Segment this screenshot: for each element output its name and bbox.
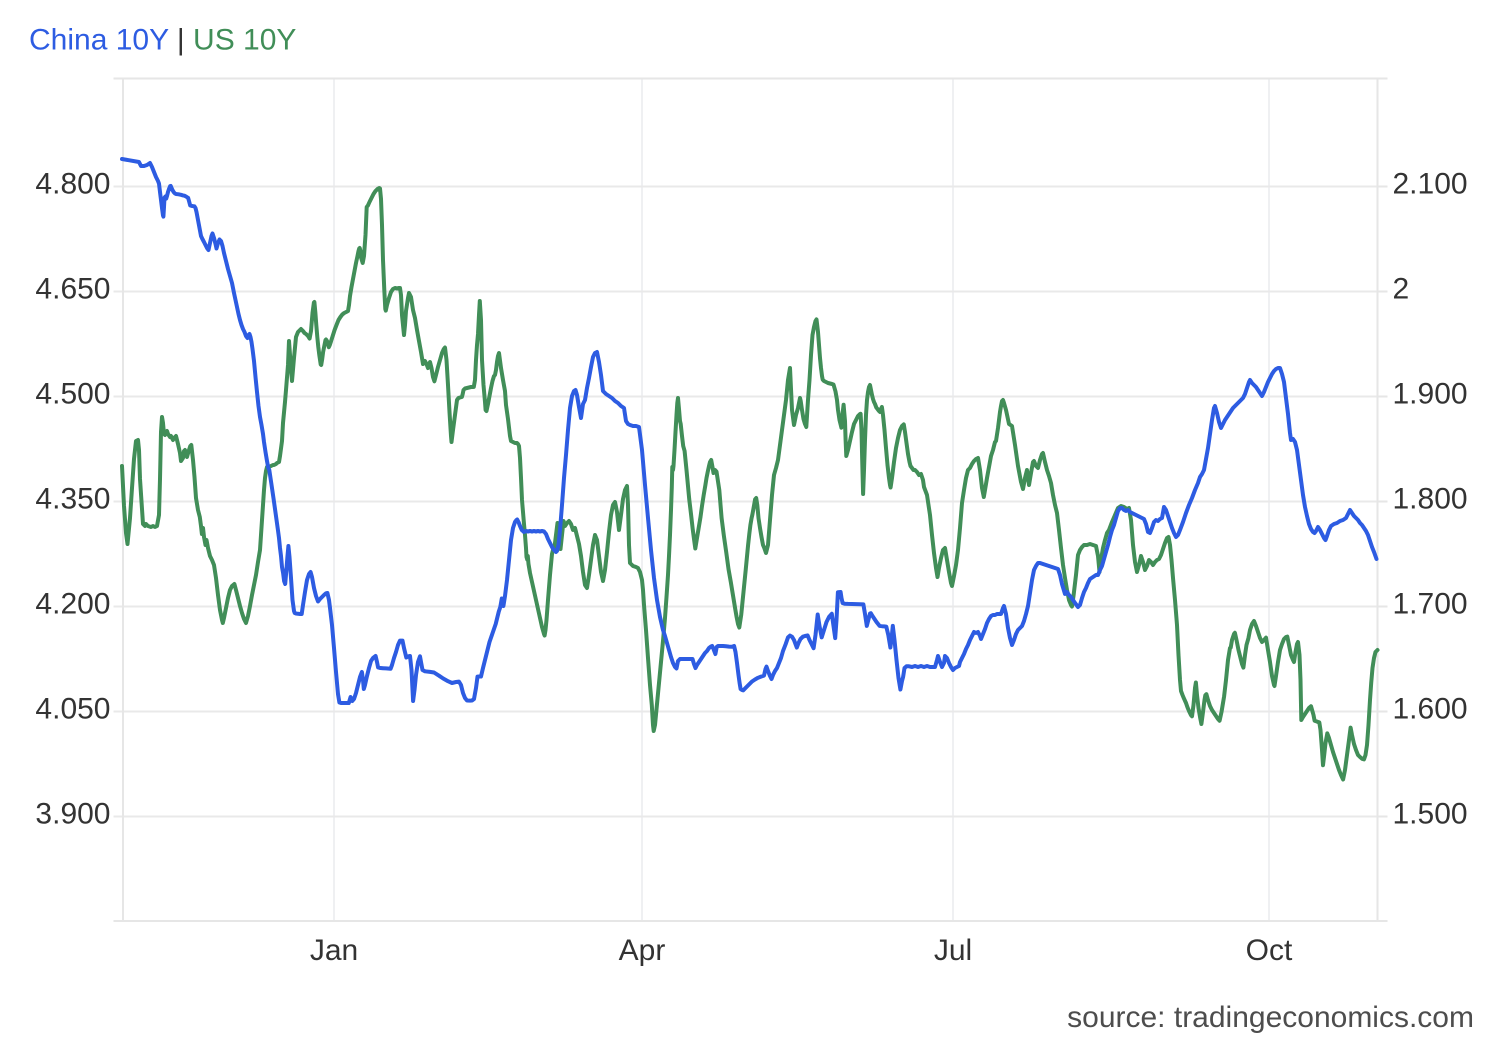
svg-text:Oct: Oct — [1246, 934, 1293, 967]
svg-text:Jan: Jan — [310, 934, 358, 967]
svg-text:Apr: Apr — [619, 934, 666, 967]
svg-text:4.800: 4.800 — [35, 167, 110, 200]
svg-text:4.050: 4.050 — [35, 692, 110, 725]
svg-text:1.700: 1.700 — [1393, 587, 1468, 620]
svg-text:1.500: 1.500 — [1393, 797, 1468, 830]
svg-text:2: 2 — [1393, 272, 1410, 305]
svg-text:1.800: 1.800 — [1393, 482, 1468, 515]
svg-text:3.900: 3.900 — [35, 797, 110, 830]
svg-text:4.650: 4.650 — [35, 272, 110, 305]
svg-text:Jul: Jul — [934, 934, 972, 967]
svg-text:1.900: 1.900 — [1393, 377, 1468, 410]
svg-text:4.200: 4.200 — [35, 587, 110, 620]
svg-text:1.600: 1.600 — [1393, 692, 1468, 725]
svg-text:2.100: 2.100 — [1393, 167, 1468, 200]
svg-text:China 10Y | US 10Y: China 10Y | US 10Y — [29, 24, 296, 57]
svg-text:4.350: 4.350 — [35, 482, 110, 515]
svg-text:4.500: 4.500 — [35, 377, 110, 410]
svg-text:source: tradingeconomics.com: source: tradingeconomics.com — [1067, 1001, 1474, 1034]
